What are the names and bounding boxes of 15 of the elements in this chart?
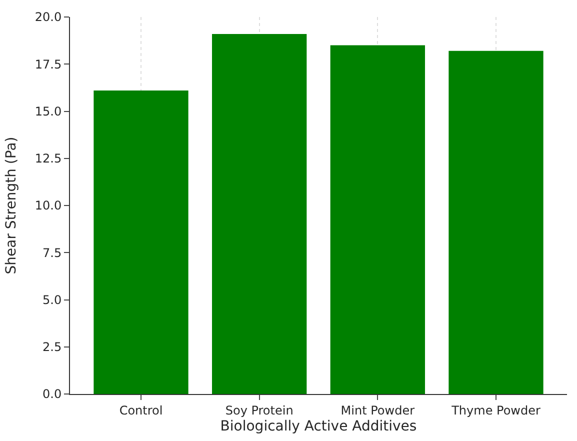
x-tick-label: Mint Powder — [340, 403, 415, 418]
x-tick-label: Soy Protein — [225, 403, 294, 418]
y-tick-label: 15.0 — [34, 104, 62, 118]
y-tick-label: 17.5 — [34, 57, 62, 72]
y-tick-label: 7.5 — [42, 246, 62, 260]
x-axis-title: Biologically Active Additives — [220, 418, 417, 435]
y-axis-title: Shear Strength (Pa) — [3, 136, 20, 274]
y-tick-label: 2.5 — [42, 340, 62, 354]
y-tick-label: 0.0 — [42, 387, 62, 402]
x-tick-label: Thyme Powder — [450, 403, 540, 418]
x-tick-label: Control — [119, 403, 163, 418]
y-tick-label: 20.0 — [34, 10, 62, 24]
y-tick-label: 12.5 — [34, 152, 62, 166]
y-tick-label: 10.0 — [34, 198, 62, 213]
y-tick-label: 5.0 — [42, 292, 62, 307]
